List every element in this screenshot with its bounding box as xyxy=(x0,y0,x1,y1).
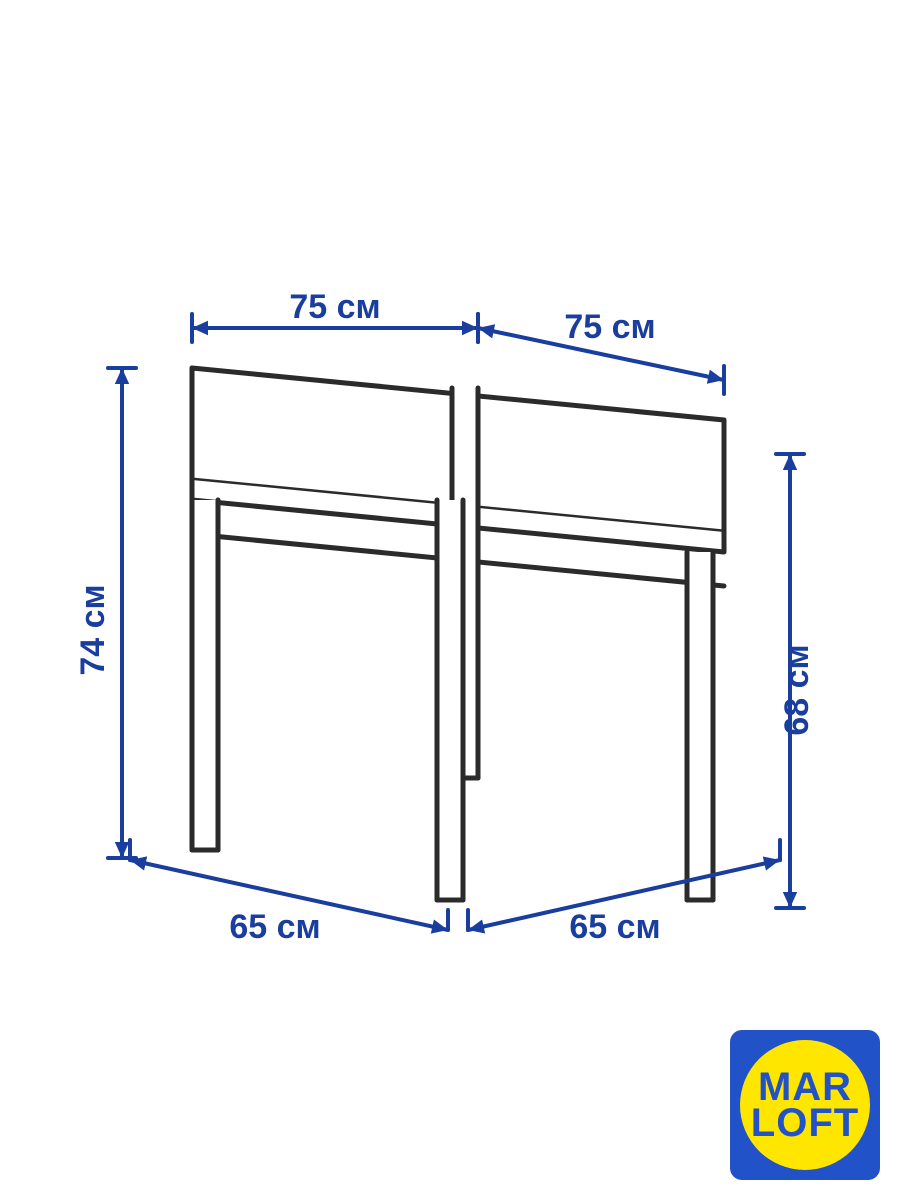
logo-text-line1: MAR xyxy=(758,1069,852,1105)
dimension-diagram-svg: 75 см 75 см 74 см 68 см 65 см 65 см xyxy=(0,0,900,1200)
diagram-page: 75 см 75 см 74 см 68 см 65 см 65 см MAR LOFT xyxy=(0,0,900,1200)
brand-logo: MAR LOFT xyxy=(730,1030,880,1180)
dim-label-bottom-right: 65 см xyxy=(569,908,660,946)
dim-label-top-right: 75 см xyxy=(564,308,655,346)
dim-label-top-left: 75 см xyxy=(289,288,380,326)
dim-label-left-height: 74 см xyxy=(74,584,112,675)
dim-label-bottom-left: 65 см xyxy=(229,908,320,946)
dim-label-right-height: 68 см xyxy=(778,644,816,735)
logo-text-line2: LOFT xyxy=(751,1105,859,1141)
